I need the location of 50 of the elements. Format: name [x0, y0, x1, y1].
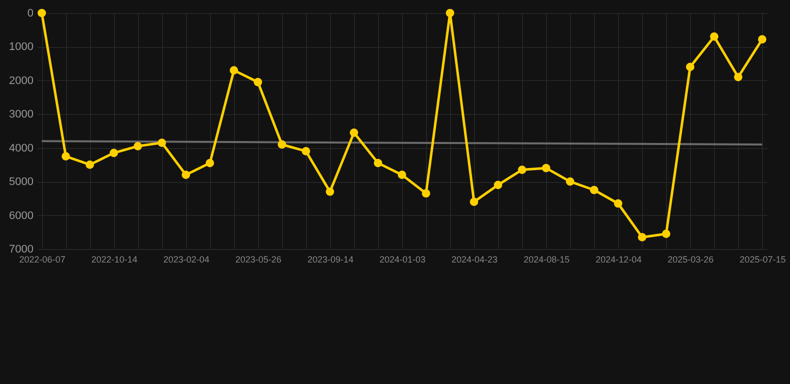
- point: [374, 158, 382, 168]
- point: [86, 160, 94, 169]
- y-tick-label: 4000: [9, 142, 34, 154]
- y-tick-label: 2000: [9, 74, 34, 87]
- y-tick-label: 0: [27, 8, 34, 20]
- point: [662, 230, 670, 238]
- x-tick-label: 2023-05-26: [235, 254, 282, 264]
- point: [590, 186, 598, 194]
- point: [62, 152, 70, 160]
- point: [230, 66, 238, 74]
- point: [302, 147, 310, 156]
- point: [110, 148, 118, 158]
- point: [398, 170, 406, 180]
- point: [710, 32, 718, 41]
- point: [350, 128, 358, 137]
- point: [614, 199, 622, 208]
- y-tick-label: 5000: [9, 176, 34, 188]
- point: [206, 158, 214, 168]
- point: [494, 180, 502, 190]
- x-tick-label: 2024-01-03: [379, 254, 426, 264]
- point: [182, 170, 190, 180]
- point: [422, 189, 430, 198]
- y-tick-label: 3000: [9, 108, 34, 121]
- point: [38, 8, 46, 18]
- x-tick-label: 2024-08-15: [524, 254, 570, 264]
- x-tick-label: 2025-03-26: [668, 254, 714, 264]
- point: [734, 72, 742, 82]
- y-tick-label: 6000: [9, 210, 34, 222]
- point: [638, 233, 646, 242]
- y-tick-label: 1000: [9, 41, 34, 54]
- x-tick-label: 2022-06-07: [19, 254, 66, 264]
- x-tick-label: 2025-07-15: [740, 254, 786, 264]
- point: [566, 177, 574, 186]
- point: [542, 164, 550, 172]
- point: [134, 142, 142, 150]
- point: [758, 35, 766, 44]
- x-tick-label: 2024-04-23: [452, 254, 498, 264]
- x-tick-label: 2023-02-04: [163, 254, 210, 264]
- x-tick-label: 2022-10-14: [91, 254, 138, 264]
- point: [278, 140, 286, 149]
- point: [254, 78, 262, 86]
- y-tick-label: 7000: [9, 244, 34, 256]
- point: [686, 62, 694, 72]
- point: [158, 138, 166, 147]
- point: [518, 166, 526, 174]
- point: [446, 8, 454, 18]
- point: [326, 188, 334, 196]
- x-tick-label: 2024-12-04: [596, 254, 642, 264]
- point: [470, 198, 478, 206]
- x-tick-label: 2023-09-14: [307, 254, 354, 264]
